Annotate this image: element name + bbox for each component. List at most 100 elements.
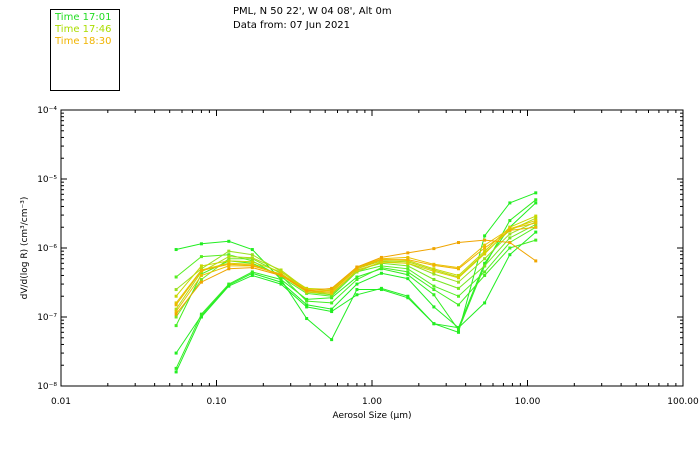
plot-frame — [60, 109, 684, 387]
series-point — [199, 255, 203, 259]
series-point — [432, 288, 436, 292]
series-point — [508, 246, 512, 250]
x-tick-label: 10.00 — [515, 397, 541, 407]
data-date: Data from: 07 Jun 2021 — [233, 20, 351, 31]
series-point — [227, 253, 231, 257]
series-point — [250, 256, 254, 260]
series-point — [508, 253, 512, 257]
series-point — [174, 301, 178, 305]
series-point — [305, 299, 309, 303]
station-location: PML, N 50 22', W 04 08', Alt 0m — [233, 6, 392, 17]
series-point — [432, 247, 436, 251]
series-point — [483, 273, 487, 277]
series-point — [534, 201, 538, 205]
series-point — [379, 271, 383, 275]
series-point — [508, 228, 512, 232]
series-point — [174, 366, 178, 370]
series-point — [432, 267, 436, 271]
series-point — [534, 191, 538, 195]
series-point — [483, 264, 487, 268]
series-point — [483, 238, 487, 242]
series-point — [250, 253, 254, 257]
series-point — [174, 312, 178, 316]
series-point — [379, 260, 383, 264]
x-tick-label: 1.00 — [362, 397, 382, 407]
series-point — [432, 322, 436, 326]
series-point — [432, 269, 436, 273]
series-point — [355, 293, 359, 297]
series-point — [199, 280, 203, 284]
series-point — [432, 277, 436, 281]
y-tick-label: 10⁻⁷ — [37, 313, 57, 323]
series-point — [279, 277, 283, 281]
series-point — [227, 239, 231, 243]
series-point — [483, 252, 487, 256]
series-point — [534, 238, 538, 242]
series-point — [406, 296, 410, 300]
legend-entry-1: Time 17:01 — [55, 12, 112, 23]
series-point — [457, 328, 461, 332]
y-axis-label: dV/d(log R) (cm³/cm⁻³) — [20, 197, 30, 300]
series-point — [483, 249, 487, 253]
series-point — [379, 286, 383, 290]
series-point — [250, 248, 254, 252]
series-point — [279, 268, 283, 272]
series-point — [174, 294, 178, 298]
series-point — [279, 273, 283, 277]
series-point — [432, 293, 436, 297]
series-point — [457, 286, 461, 290]
series-point — [534, 198, 538, 202]
series-point — [379, 264, 383, 268]
series-point — [406, 267, 410, 271]
series-point — [534, 259, 538, 263]
series-point — [508, 241, 512, 245]
series-point — [483, 270, 487, 274]
series-point — [508, 219, 512, 223]
series-point — [406, 251, 410, 255]
series-point — [406, 258, 410, 262]
series-point — [279, 282, 283, 286]
series-point — [355, 267, 359, 271]
series-point — [250, 273, 254, 277]
series-point — [227, 264, 231, 268]
series-point — [457, 303, 461, 307]
series-point — [432, 272, 436, 276]
series-point — [534, 225, 538, 229]
series-point — [227, 267, 231, 271]
series-point — [457, 241, 461, 245]
series-point — [174, 310, 178, 314]
series-point — [406, 273, 410, 277]
series-point — [199, 273, 203, 277]
series-point — [330, 310, 334, 314]
series-point — [432, 284, 436, 288]
legend-entry-3: Time 18:30 — [55, 36, 112, 47]
series-point — [379, 266, 383, 270]
series-point — [355, 282, 359, 286]
series-point — [483, 301, 487, 305]
series-point — [457, 267, 461, 271]
series-point — [534, 219, 538, 223]
series-point — [355, 277, 359, 281]
series-point — [508, 201, 512, 205]
legend-box: Time 17:01 Time 17:46 Time 18:30 — [50, 9, 120, 91]
series-point — [199, 242, 203, 246]
series-point — [227, 249, 231, 253]
series-point — [406, 264, 410, 268]
series-point — [483, 246, 487, 250]
y-tick-label: 10⁻⁸ — [37, 382, 57, 392]
series-point — [508, 236, 512, 240]
series-point — [534, 216, 538, 220]
y-tick-label: 10⁻⁵ — [37, 175, 57, 185]
series-point — [174, 324, 178, 328]
series-point — [330, 296, 334, 300]
series-point — [432, 263, 436, 267]
series-point — [174, 288, 178, 292]
series-point — [250, 266, 254, 270]
series-point — [457, 326, 461, 330]
series-point — [508, 227, 512, 231]
series-point — [406, 294, 410, 298]
x-axis-label: Aerosol Size (µm) — [333, 411, 412, 421]
series-point — [227, 262, 231, 266]
series-point — [406, 255, 410, 259]
